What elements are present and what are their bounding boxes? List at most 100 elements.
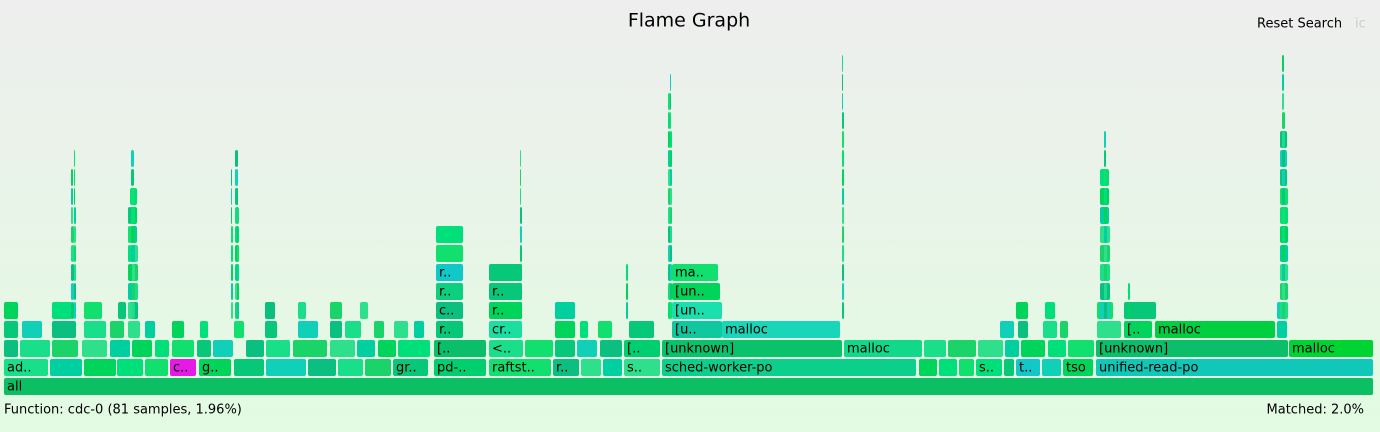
frame-label[interactable]: r.. xyxy=(439,323,451,338)
frame[interactable] xyxy=(1042,359,1061,376)
frame[interactable] xyxy=(842,150,844,167)
frame[interactable] xyxy=(71,169,73,186)
frame[interactable] xyxy=(1104,169,1106,186)
frame[interactable] xyxy=(1282,283,1285,300)
frame[interactable] xyxy=(1043,321,1057,338)
frame[interactable] xyxy=(553,359,579,376)
frame-label[interactable]: malloc xyxy=(725,323,768,338)
frame[interactable] xyxy=(842,169,844,186)
frame[interactable] xyxy=(298,321,318,338)
frame[interactable] xyxy=(672,264,718,281)
frame[interactable] xyxy=(374,321,384,338)
frame-label[interactable]: r.. xyxy=(492,304,504,319)
search-button[interactable]: ic xyxy=(1355,17,1366,32)
frame[interactable] xyxy=(74,245,76,262)
frame[interactable] xyxy=(4,321,18,338)
frame[interactable] xyxy=(170,359,196,376)
frame[interactable] xyxy=(976,359,1002,376)
frame[interactable] xyxy=(360,302,368,319)
frame[interactable] xyxy=(520,169,521,186)
frame[interactable] xyxy=(844,340,922,357)
frame-label[interactable]: tso xyxy=(1066,361,1086,376)
frame[interactable] xyxy=(1016,359,1040,376)
frame[interactable] xyxy=(629,321,654,338)
frame-label[interactable]: [unknown] xyxy=(1099,342,1168,357)
frame[interactable] xyxy=(662,340,842,357)
frame[interactable] xyxy=(624,359,660,376)
frame[interactable] xyxy=(110,321,124,338)
frame[interactable] xyxy=(603,359,622,376)
frame[interactable] xyxy=(842,245,844,262)
frame[interactable] xyxy=(128,302,132,319)
frame[interactable] xyxy=(1097,321,1121,338)
frame[interactable] xyxy=(298,302,306,319)
frame[interactable] xyxy=(959,359,974,376)
frame[interactable] xyxy=(71,188,73,205)
frame[interactable] xyxy=(1128,283,1130,300)
frame[interactable] xyxy=(4,302,18,319)
frame[interactable] xyxy=(131,169,134,186)
frame[interactable] xyxy=(1004,359,1014,376)
frame[interactable] xyxy=(1021,340,1045,357)
frame[interactable] xyxy=(145,321,155,338)
frame[interactable] xyxy=(436,264,463,281)
frame[interactable] xyxy=(434,359,486,376)
frame[interactable] xyxy=(842,226,844,243)
frame[interactable] xyxy=(266,359,306,376)
frame[interactable] xyxy=(235,169,238,186)
frame[interactable] xyxy=(1282,264,1285,281)
frame[interactable] xyxy=(197,340,211,357)
frame-label[interactable]: malloc xyxy=(1158,323,1201,338)
frame[interactable] xyxy=(722,321,840,338)
frame[interactable] xyxy=(670,74,671,91)
frame[interactable] xyxy=(74,302,76,319)
frame[interactable] xyxy=(842,112,844,129)
frame[interactable] xyxy=(670,188,672,205)
frame-label[interactable]: r.. xyxy=(556,361,568,376)
frame[interactable] xyxy=(670,131,672,148)
frame[interactable] xyxy=(128,245,131,262)
frame[interactable] xyxy=(71,226,74,243)
frame[interactable] xyxy=(74,169,75,186)
frame[interactable] xyxy=(231,226,233,243)
frame[interactable] xyxy=(520,207,522,224)
frame[interactable] xyxy=(672,302,722,319)
frame[interactable] xyxy=(1282,245,1285,262)
frame[interactable] xyxy=(172,340,194,357)
frame[interactable] xyxy=(84,321,106,338)
frame[interactable] xyxy=(1104,226,1107,243)
frame[interactable] xyxy=(842,131,844,148)
frame[interactable] xyxy=(842,302,844,319)
frame-label[interactable]: cr.. xyxy=(492,323,512,338)
frame-label[interactable]: r.. xyxy=(439,285,451,300)
frame[interactable] xyxy=(234,359,264,376)
frame[interactable] xyxy=(1096,359,1373,376)
frame[interactable] xyxy=(670,264,672,281)
frame[interactable] xyxy=(1282,150,1285,167)
frame-label[interactable]: g.. xyxy=(202,361,219,376)
frame[interactable] xyxy=(842,188,844,205)
frame[interactable] xyxy=(237,245,239,262)
frame[interactable] xyxy=(672,283,720,300)
frame[interactable] xyxy=(520,188,521,205)
frame[interactable] xyxy=(414,321,424,338)
frame[interactable] xyxy=(394,321,408,338)
frame[interactable] xyxy=(1282,131,1285,148)
frame[interactable] xyxy=(434,340,486,357)
frame[interactable] xyxy=(266,340,290,357)
frame[interactable] xyxy=(520,245,522,262)
frame-label[interactable]: c.. xyxy=(173,361,188,376)
frame[interactable] xyxy=(670,302,672,319)
frame[interactable] xyxy=(555,321,575,338)
frame[interactable] xyxy=(436,226,463,243)
frame[interactable] xyxy=(668,131,670,148)
frame[interactable] xyxy=(1018,321,1028,338)
frame[interactable] xyxy=(50,359,82,376)
frame-label[interactable]: s.. xyxy=(627,361,642,376)
frame[interactable] xyxy=(525,340,553,357)
frame[interactable] xyxy=(378,340,396,357)
frame[interactable] xyxy=(172,321,184,338)
frame[interactable] xyxy=(71,207,73,224)
frame[interactable] xyxy=(22,321,42,338)
frame[interactable] xyxy=(52,321,76,338)
